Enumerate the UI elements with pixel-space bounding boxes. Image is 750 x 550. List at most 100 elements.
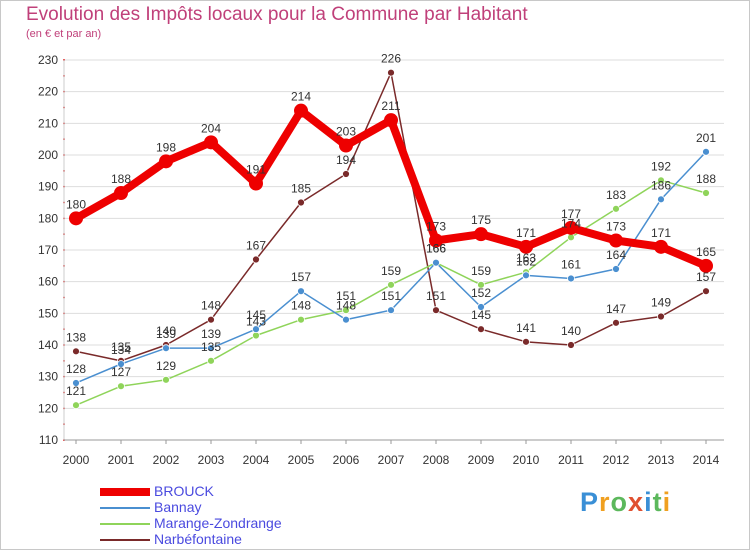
- data-point: [567, 341, 575, 349]
- legend-swatch: [100, 488, 150, 496]
- data-label: 159: [381, 264, 401, 278]
- x-tick-label: 2003: [198, 453, 225, 467]
- data-label: 214: [291, 90, 311, 104]
- data-point: [297, 315, 305, 324]
- logo-letter: r: [599, 487, 611, 517]
- logo-letter: i: [662, 487, 672, 517]
- data-point: [387, 68, 395, 77]
- y-tick-label: 200: [38, 148, 58, 162]
- data-point: [564, 220, 578, 235]
- data-label: 152: [471, 286, 491, 300]
- legend-label: Bannay: [154, 499, 202, 515]
- data-point: [612, 265, 620, 273]
- data-point: [567, 233, 575, 242]
- data-label: 226: [381, 52, 401, 66]
- y-tick-label: 120: [38, 401, 58, 415]
- data-label: 129: [156, 359, 176, 373]
- data-point: [297, 287, 305, 296]
- data-label: 151: [336, 289, 356, 303]
- x-tick-label: 2009: [468, 453, 495, 467]
- data-label: 138: [66, 330, 86, 344]
- y-tick-label: 210: [38, 116, 58, 130]
- data-point: [252, 255, 260, 264]
- data-label: 161: [561, 258, 581, 272]
- data-point: [612, 204, 620, 213]
- data-point: [477, 280, 485, 289]
- x-tick-label: 2006: [333, 453, 360, 467]
- data-point: [699, 258, 713, 273]
- x-tick-label: 2002: [153, 453, 180, 467]
- data-point: [339, 138, 353, 153]
- data-label: 164: [606, 248, 626, 262]
- data-point: [114, 186, 128, 200]
- legend-label: Narbéfontaine: [154, 531, 242, 547]
- x-tick-label: 2005: [288, 453, 315, 467]
- axis-layer: 110 120 130 140 150 160 170 180 190 200 210 220 230 2…: [38, 53, 724, 467]
- data-point: [657, 312, 665, 321]
- data-label: 180: [66, 197, 86, 211]
- data-label: 204: [201, 121, 221, 135]
- data-label: 165: [696, 245, 716, 259]
- y-tick-label: 220: [38, 85, 58, 99]
- proxiti-logo: Proxiti: [580, 487, 671, 518]
- data-point: [519, 239, 533, 254]
- y-tick-label: 160: [38, 275, 58, 289]
- data-label: 128: [66, 362, 86, 376]
- data-label: 134: [111, 343, 131, 357]
- data-point: [249, 176, 263, 191]
- data-point: [384, 113, 398, 128]
- data-point: [567, 274, 575, 283]
- data-point: [702, 287, 710, 296]
- data-label: 201: [696, 131, 716, 145]
- data-point: [609, 233, 623, 248]
- data-label: 171: [651, 226, 671, 240]
- data-label: 135: [111, 340, 131, 354]
- data-point: [159, 154, 173, 169]
- data-point: [657, 195, 665, 204]
- data-label: 141: [516, 321, 536, 335]
- data-label: 185: [291, 182, 311, 196]
- data-label: 157: [696, 270, 716, 284]
- data-point: [342, 315, 350, 324]
- data-label: 148: [291, 299, 311, 313]
- y-tick-label: 150: [38, 306, 58, 320]
- chart-title: Evolution des Impôts locaux pour la Comm…: [26, 4, 528, 25]
- data-label: 143: [246, 315, 266, 329]
- data-label: 186: [651, 178, 671, 192]
- y-tick-label: 230: [38, 53, 58, 67]
- series-bannay: [72, 147, 710, 387]
- data-label: 203: [336, 125, 356, 139]
- data-point: [117, 360, 125, 368]
- data-label: 174: [561, 216, 581, 230]
- data-label: 127: [111, 365, 131, 379]
- data-label: 171: [516, 226, 536, 240]
- logo-letter: t: [652, 487, 663, 517]
- data-point: [342, 306, 350, 315]
- data-point: [72, 379, 80, 387]
- data-point: [69, 211, 83, 226]
- data-label: 162: [516, 254, 536, 268]
- data-label: 163: [516, 251, 536, 265]
- y-tick-label: 180: [38, 211, 58, 225]
- data-point: [162, 375, 170, 384]
- x-tick-label: 2007: [378, 453, 405, 467]
- data-label: 135: [201, 340, 221, 354]
- data-point: [207, 344, 215, 353]
- data-point: [612, 318, 620, 327]
- data-label: 159: [471, 264, 491, 278]
- data-label: 140: [156, 324, 176, 338]
- data-label: 191: [246, 163, 266, 177]
- data-point: [162, 344, 170, 353]
- x-tick-label: 2014: [693, 453, 720, 467]
- data-label: 147: [606, 302, 626, 316]
- logo-letter: i: [644, 487, 653, 517]
- data-label-layer: 138 135 140 148 167 185 194 226 151 145 141 140 147 1…: [66, 52, 716, 398]
- data-point: [72, 347, 80, 356]
- x-tick-label: 2011: [558, 453, 584, 467]
- data-point: [432, 258, 440, 267]
- data-label: 139: [201, 327, 221, 341]
- y-tick-label: 190: [38, 180, 58, 194]
- data-label: 145: [471, 308, 491, 322]
- chart-subtitle: (en € et par an): [26, 28, 102, 40]
